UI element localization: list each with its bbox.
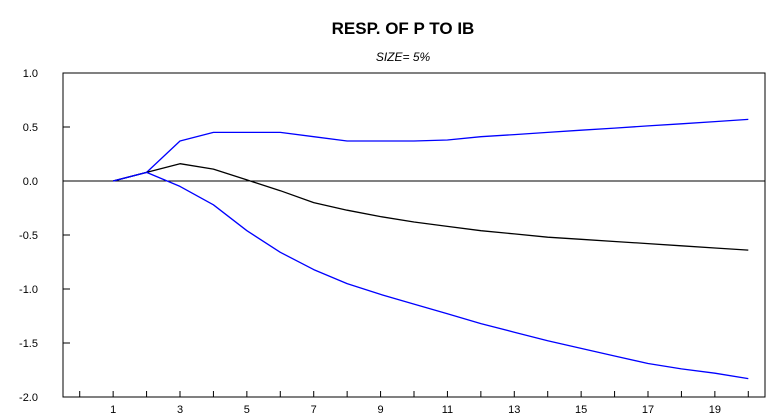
y-tick-label: -1.0 (19, 284, 38, 296)
x-tick-label: 7 (311, 404, 317, 416)
x-tick-label: 1 (110, 404, 116, 416)
chart-subtitle: SIZE= 5% (376, 50, 431, 64)
x-tick-label: 5 (244, 404, 250, 416)
x-tick-label: 19 (709, 404, 721, 416)
series-line-3 (112, 171, 749, 380)
x-tick-label: 3 (177, 404, 183, 416)
y-tick-label: 0.5 (23, 122, 38, 134)
x-tick-label: 11 (442, 404, 453, 416)
y-tick-label: 1.0 (23, 68, 38, 80)
plot-frame (62, 72, 766, 398)
chart-title: RESP. OF P TO IB (332, 19, 475, 38)
y-tick-label: 0.0 (23, 176, 38, 188)
series-group (112, 118, 749, 380)
x-axis: 1 3 5 7 9 11 13 15 17 19 (79, 391, 749, 416)
plot-area (62, 72, 766, 398)
x-tick-label: 17 (642, 404, 654, 416)
y-tick-label: -2.0 (19, 392, 38, 404)
x-tick-label: 9 (378, 404, 384, 416)
series-line-2 (112, 163, 749, 251)
x-tick-label: 13 (508, 404, 520, 416)
series-line-1 (112, 118, 749, 182)
x-tick-label: 15 (575, 404, 587, 416)
y-axis: 1.0 0.5 0.0 -0.5 -1.0 -1.5 -2.0 (19, 68, 70, 404)
y-tick-label: -0.5 (19, 230, 38, 242)
y-tick-label: -1.5 (19, 338, 38, 350)
